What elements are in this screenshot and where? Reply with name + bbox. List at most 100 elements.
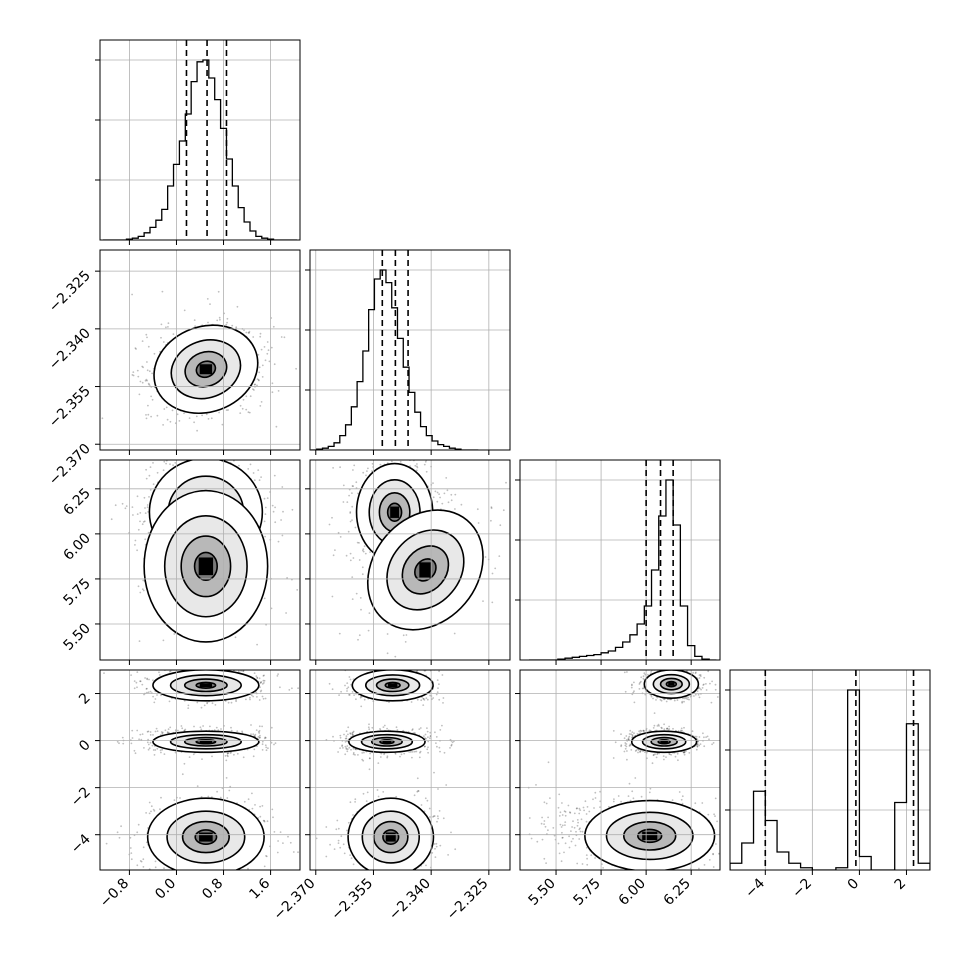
sample-point xyxy=(264,535,266,538)
sample-point xyxy=(404,448,406,450)
sample-point xyxy=(188,756,191,758)
sample-point xyxy=(146,677,149,680)
sample-point xyxy=(197,452,199,454)
sample-point xyxy=(136,671,139,673)
sample-point xyxy=(351,492,353,494)
sample-point xyxy=(201,446,203,448)
sample-point xyxy=(365,474,367,477)
sample-point xyxy=(425,470,428,473)
sample-point xyxy=(450,499,453,502)
sample-point xyxy=(105,842,108,845)
sample-point xyxy=(386,633,389,635)
sample-point xyxy=(491,601,494,604)
sample-point xyxy=(342,484,345,487)
sample-point xyxy=(149,466,152,468)
sample-point xyxy=(161,732,164,735)
sample-point xyxy=(241,730,244,733)
sample-point xyxy=(366,470,368,472)
sample-point xyxy=(257,735,260,738)
sample-point xyxy=(202,448,204,450)
sample-point xyxy=(386,652,389,655)
sample-point xyxy=(160,336,162,339)
sample-point xyxy=(258,366,261,369)
sample-point xyxy=(122,742,125,745)
sample-point xyxy=(151,372,154,375)
sample-point xyxy=(148,747,151,750)
sample-point xyxy=(258,725,261,728)
sample-point xyxy=(403,455,405,457)
sample-point xyxy=(273,474,276,477)
sample-point xyxy=(147,743,150,746)
sample-point xyxy=(402,447,404,449)
sample-point xyxy=(454,493,457,496)
sample-point xyxy=(169,662,171,664)
sample-point xyxy=(156,471,159,474)
sample-point xyxy=(352,557,355,559)
sample-point xyxy=(295,367,297,370)
sample-point xyxy=(130,852,133,854)
sample-point xyxy=(263,520,266,523)
sample-point xyxy=(403,452,405,454)
sample-point xyxy=(143,693,145,696)
sample-point xyxy=(247,867,249,870)
sample-point xyxy=(211,702,214,705)
sample-point xyxy=(256,378,259,380)
sample-point xyxy=(244,667,246,669)
sample-point xyxy=(242,398,245,401)
sample-point xyxy=(159,749,162,752)
sample-point xyxy=(142,846,145,849)
sample-point xyxy=(453,632,456,635)
sample-point xyxy=(266,497,269,499)
sample-point xyxy=(258,699,261,701)
sample-point xyxy=(264,506,267,509)
sample-point xyxy=(163,753,166,755)
sample-point xyxy=(361,573,364,576)
sample-point xyxy=(277,673,279,675)
sample-point xyxy=(364,552,367,555)
sample-point xyxy=(166,732,169,734)
sample-point xyxy=(156,414,159,417)
sample-point xyxy=(139,680,142,683)
sample-point xyxy=(200,668,202,670)
sample-point xyxy=(206,664,208,666)
sample-point xyxy=(434,490,437,493)
sample-point xyxy=(334,549,336,551)
sample-point xyxy=(215,666,217,668)
sample-point xyxy=(181,727,184,730)
sample-point xyxy=(202,725,205,727)
sample-point xyxy=(192,753,195,756)
sample-point xyxy=(147,345,150,348)
sample-point xyxy=(272,510,275,513)
sample-point xyxy=(227,755,229,758)
sample-point xyxy=(187,704,190,707)
sample-point xyxy=(183,448,185,450)
sample-point xyxy=(141,340,144,342)
sample-point xyxy=(233,446,235,448)
sample-point xyxy=(446,489,449,492)
sample-point xyxy=(167,728,170,731)
sample-point xyxy=(358,542,360,544)
sample-point xyxy=(201,758,203,760)
sample-point xyxy=(161,731,164,734)
sample-point xyxy=(146,730,149,733)
sample-point xyxy=(225,323,228,326)
sample-point xyxy=(166,731,169,733)
sample-point xyxy=(389,439,391,441)
sample-point xyxy=(257,469,260,471)
sample-point xyxy=(217,290,220,293)
sample-point xyxy=(263,674,265,677)
sample-point xyxy=(351,519,353,521)
sample-point xyxy=(352,485,354,488)
sample-point xyxy=(136,686,138,689)
sample-point xyxy=(166,418,169,421)
sample-point xyxy=(137,585,140,588)
sample-point xyxy=(252,388,254,390)
sample-point xyxy=(209,725,211,728)
sample-point xyxy=(147,413,150,416)
sample-point xyxy=(146,369,149,372)
sample-point xyxy=(148,370,151,373)
sample-point xyxy=(149,731,152,733)
sample-point xyxy=(450,493,453,496)
sample-point xyxy=(151,744,154,747)
sample-point xyxy=(351,598,354,600)
